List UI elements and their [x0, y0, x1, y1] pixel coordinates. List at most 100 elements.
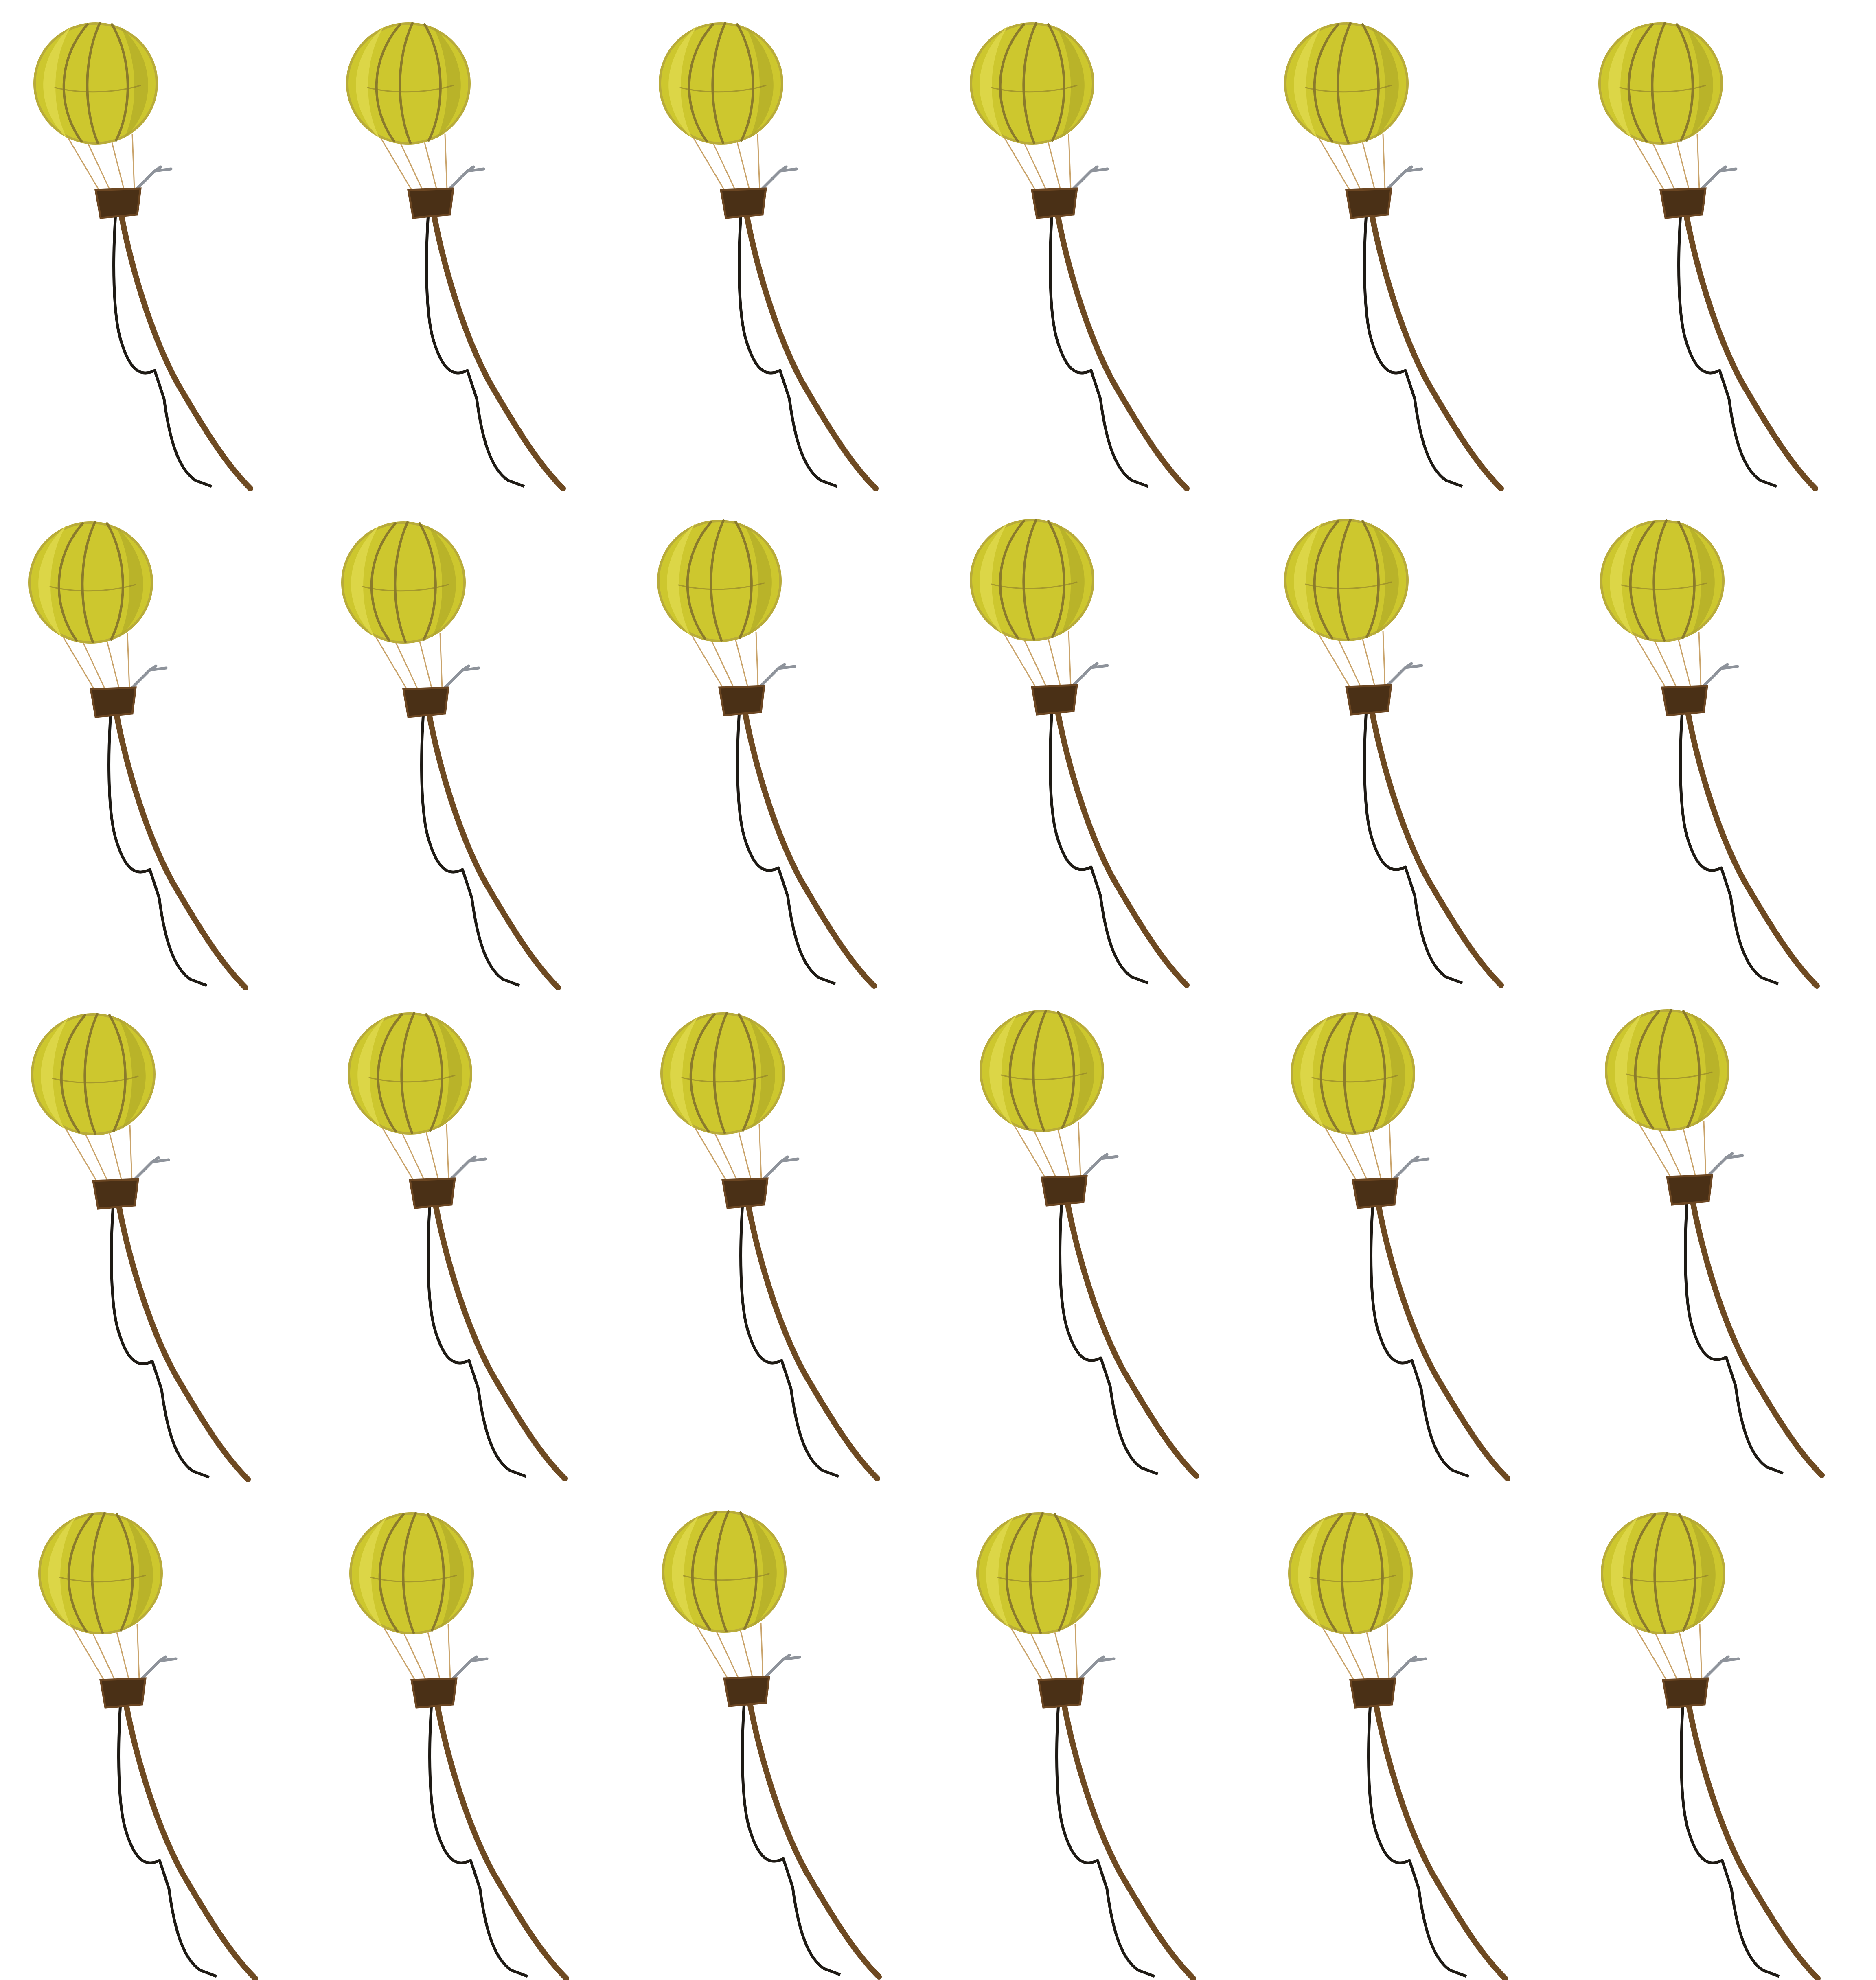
sprite-frame [313, 990, 625, 1485]
tether-cable [1363, 704, 1463, 985]
envelope-seams [683, 1510, 770, 1632]
envelope-seams [367, 22, 454, 144]
tether-rope [121, 1691, 258, 1980]
sprite-frame [313, 495, 625, 990]
basket [90, 686, 137, 718]
balloon-icon [28, 521, 248, 990]
rigging-lines [692, 134, 760, 192]
tether-rope [1681, 201, 1818, 491]
balloon-sprite [38, 1512, 258, 1980]
basket [721, 1177, 769, 1209]
rigging-lines [693, 1124, 762, 1182]
tether-rope [1688, 1187, 1825, 1478]
basket [1661, 685, 1708, 716]
balloon-icon [348, 1012, 568, 1481]
sprite-frame [938, 1485, 1251, 1980]
grapnel-hook [1706, 1152, 1744, 1178]
tether-cable [1055, 1697, 1155, 1978]
tether-rope [740, 698, 877, 989]
balloon-sprite [970, 519, 1190, 988]
balloon-sprite [1284, 22, 1504, 491]
sprite-frame [1251, 1485, 1563, 1980]
balloon-envelope [976, 1512, 1101, 1634]
balloon-icon [980, 1010, 1199, 1479]
rigging-lines [1317, 631, 1386, 688]
balloon-envelope [1601, 1512, 1725, 1634]
envelope-seams [49, 521, 136, 643]
balloon-envelope [1284, 22, 1409, 145]
rigging-lines [64, 1125, 133, 1183]
envelope-seams [1311, 1012, 1398, 1134]
envelope-seams [52, 1013, 139, 1135]
grapnel-hook [1071, 165, 1109, 191]
balloon-envelope [660, 1012, 785, 1135]
sprite-frame [625, 990, 938, 1485]
basket [1031, 684, 1078, 716]
balloon-envelope [970, 22, 1094, 145]
balloon-sprite [980, 1010, 1199, 1479]
balloon-icon [1284, 519, 1504, 988]
balloon-icon [657, 519, 877, 989]
basket [94, 187, 142, 219]
rigging-lines [379, 134, 448, 192]
rigging-lines [71, 1624, 140, 1682]
sprite-frame [625, 0, 938, 495]
basket [1041, 1175, 1088, 1207]
envelope-seams [991, 519, 1078, 641]
rigging-lines [66, 134, 135, 192]
balloon-sprite [341, 521, 561, 990]
balloon-envelope [341, 521, 466, 644]
sprite-frame [0, 990, 313, 1485]
balloon-sprite [1288, 1512, 1508, 1980]
balloon-envelope [1288, 1512, 1413, 1634]
tether-cable [736, 705, 836, 986]
balloon-sprite [349, 1512, 569, 1980]
balloon-icon [33, 22, 253, 491]
tether-cable [1367, 1697, 1467, 1978]
tether-cable [112, 207, 213, 488]
sprite-frame [0, 1485, 313, 1980]
balloon-icon [346, 22, 566, 491]
balloon-envelope [33, 22, 158, 145]
grapnel-hook [140, 1655, 178, 1681]
tether-cable [1370, 1197, 1470, 1478]
balloon-envelope [659, 22, 783, 145]
sprite-frame [0, 495, 313, 990]
basket [1659, 187, 1707, 219]
envelope-seams [1309, 1512, 1396, 1634]
envelope-seams [368, 1012, 456, 1134]
balloon-sprite [1605, 1009, 1825, 1478]
basket [1031, 187, 1078, 219]
basket [99, 1677, 147, 1709]
grapnel-hook [135, 165, 173, 191]
basket [718, 685, 765, 716]
balloon-icon [38, 1512, 258, 1980]
balloon-sprite [31, 1013, 251, 1482]
envelope-seams [1305, 22, 1392, 144]
sprite-frame [938, 495, 1251, 990]
sprite-frame [625, 495, 938, 990]
balloon-sprite [348, 1012, 568, 1481]
envelope-seams [370, 1512, 457, 1634]
grapnel-hook [1392, 1155, 1430, 1181]
balloon-icon [1605, 1009, 1825, 1478]
tether-cable [1677, 207, 1777, 488]
rigging-lines [381, 1124, 449, 1182]
basket [402, 686, 449, 718]
sprite-frame [938, 0, 1251, 495]
basket [1349, 1677, 1396, 1709]
balloon-sprite [1601, 1512, 1821, 1980]
tether-cable [741, 1695, 841, 1976]
basket [407, 187, 454, 219]
grapnel-hook [762, 1155, 800, 1181]
basket [1352, 1177, 1399, 1209]
rigging-lines [1003, 631, 1072, 688]
grapnel-hook [1081, 1153, 1119, 1178]
sprite-frame [0, 0, 313, 495]
envelope-seams [678, 519, 765, 642]
rigging-lines [1317, 134, 1386, 192]
grapnel-hook [130, 664, 168, 690]
tether-rope [1367, 697, 1504, 988]
balloon-envelope [28, 521, 153, 644]
